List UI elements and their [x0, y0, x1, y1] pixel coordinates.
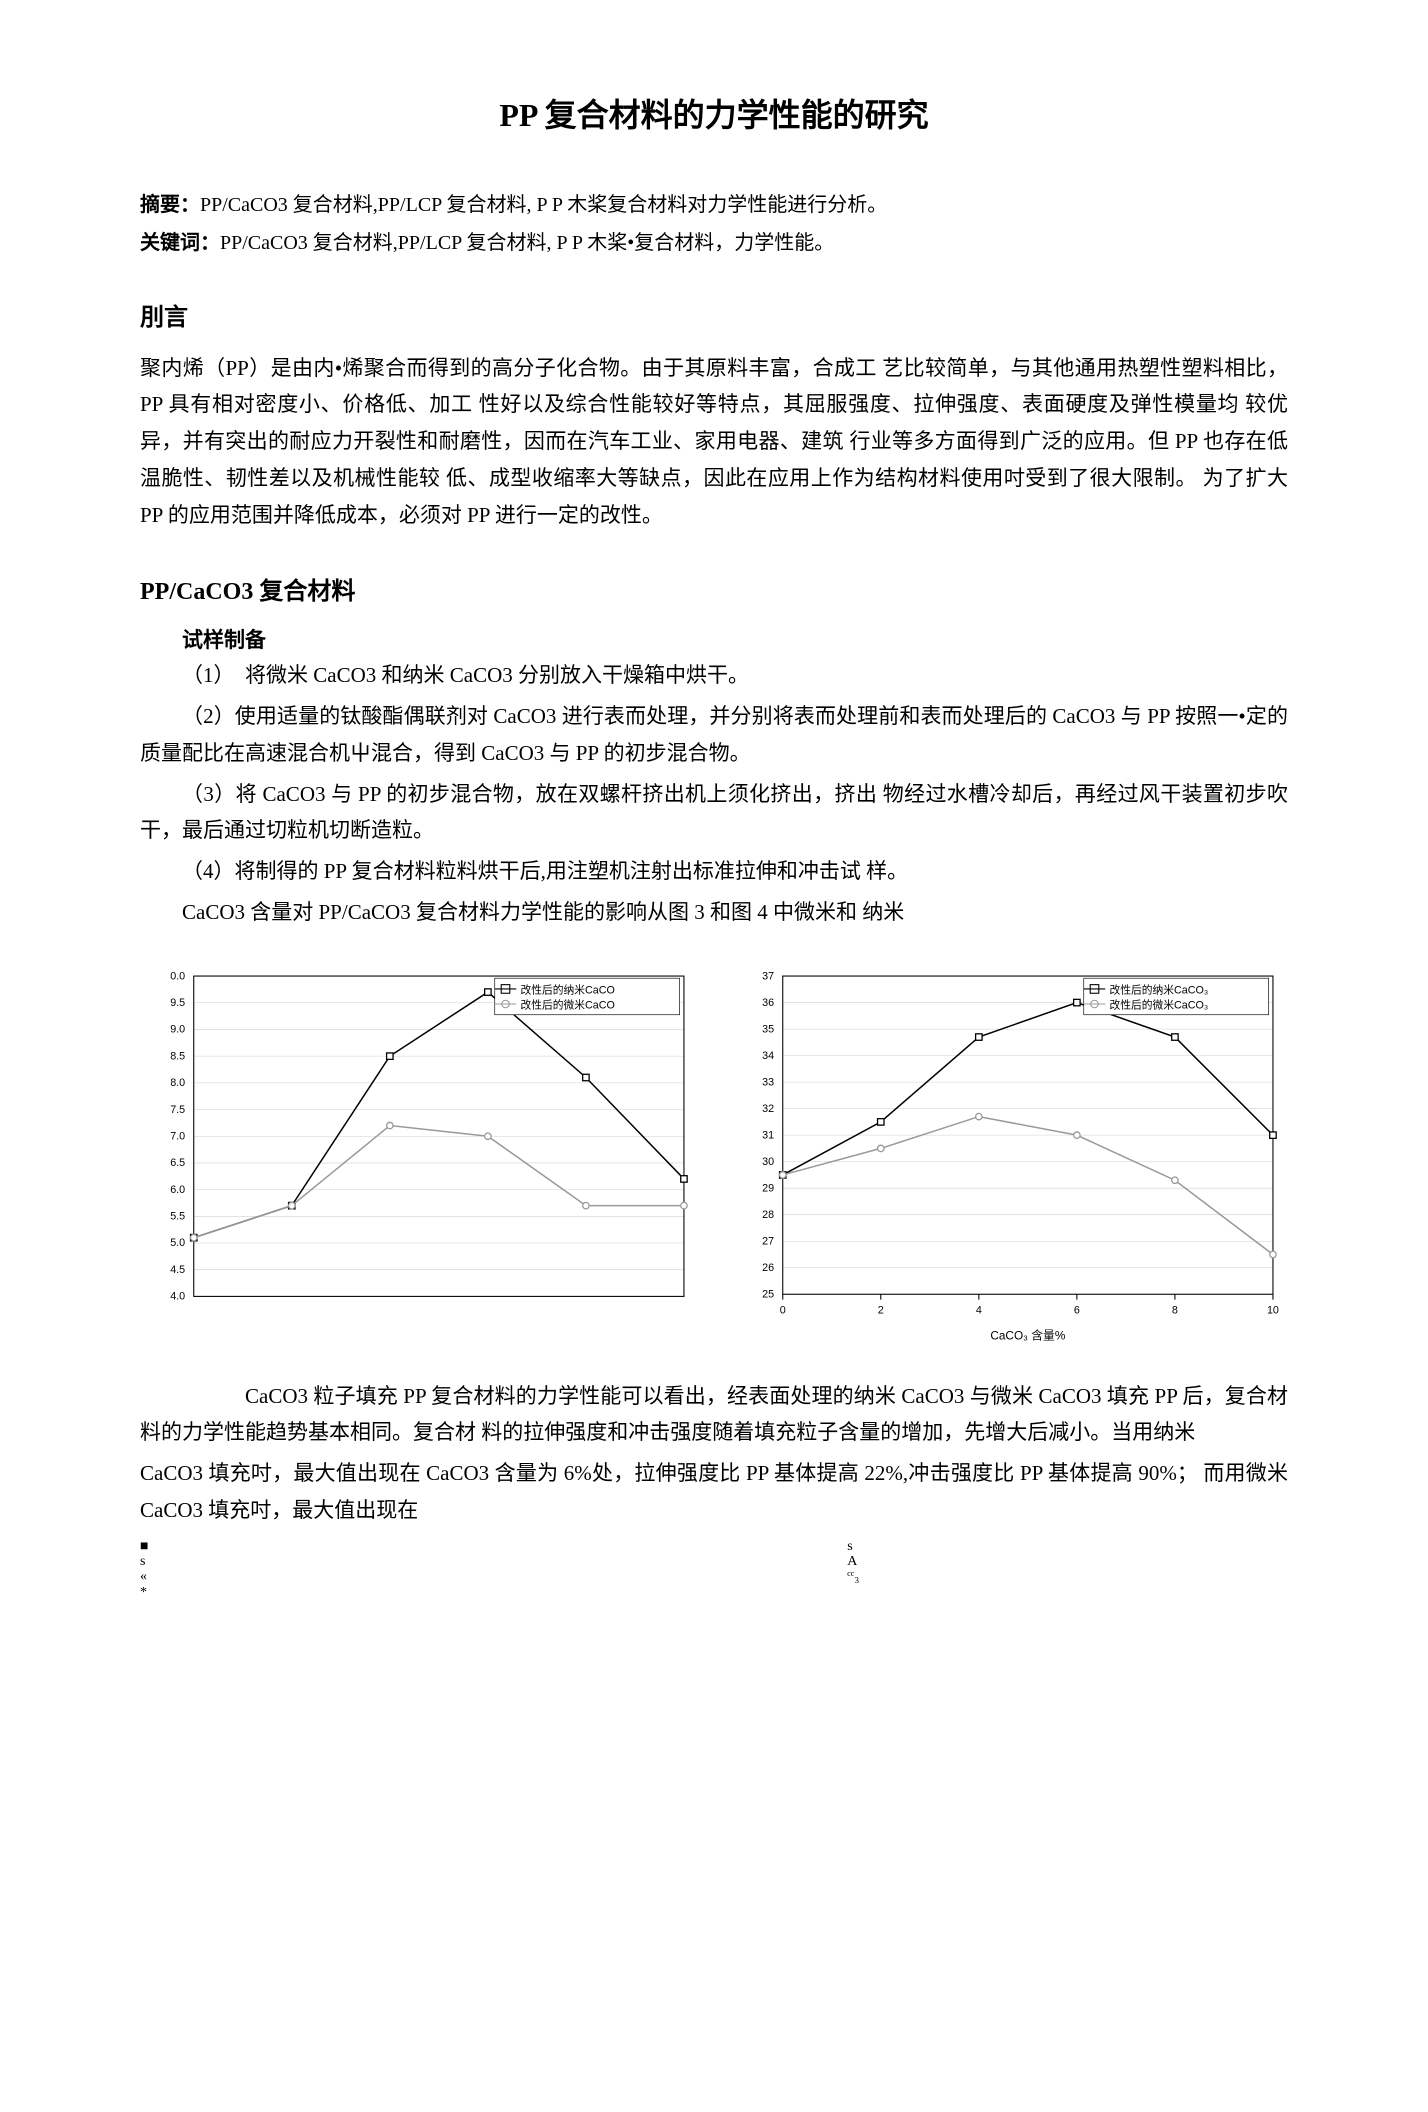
abstract-text: PP/CaCO3 复合材料,PP/LCP 复合材料, P P 木桨复合材料对力学… — [200, 194, 887, 216]
abstract-label: 摘要： — [140, 194, 200, 216]
svg-text:4.0: 4.0 — [170, 1290, 185, 1302]
svg-text:8: 8 — [1172, 1304, 1178, 1316]
foot-left: ■ s « * — [140, 1539, 148, 1601]
section-heading-foreword: 刖言 — [140, 299, 1288, 337]
svg-text:改性后的纳米CaCO₃: 改性后的纳米CaCO₃ — [1110, 983, 1209, 996]
svg-text:28: 28 — [762, 1208, 774, 1220]
svg-text:7.5: 7.5 — [170, 1103, 185, 1115]
step-2: （2）使用适量的钛酸酯偶联剂对 CaCO3 进行表而处理，并分别将表而处理前和表… — [140, 698, 1288, 772]
svg-text:26: 26 — [762, 1262, 774, 1274]
foot-center: s A ᶜᶜ₃ — [847, 1539, 859, 1601]
foreword-body: 聚内烯（PP）是由内•烯聚合而得到的高分子化合物。由于其原料丰富，合成工 艺比较… — [140, 350, 1288, 534]
svg-text:29: 29 — [762, 1182, 774, 1194]
step-3: （3）将 CaCO3 与 PP 的初步混合物，放在双螺杆挤出机上须化挤出，挤出 … — [140, 776, 1288, 850]
prep-heading: 试样制备 — [140, 624, 1288, 658]
svg-text:5.5: 5.5 — [170, 1210, 185, 1222]
step-1: （1） 将微米 CaCO3 和纳米 CaCO3 分别放入干燥箱中烘干。 — [140, 657, 1288, 694]
svg-text:36: 36 — [762, 996, 774, 1008]
svg-text:改性后的纳米CaCO: 改性后的纳米CaCO — [521, 983, 615, 996]
svg-text:8.0: 8.0 — [170, 1077, 185, 1089]
abstract-line: 摘要：PP/CaCO3 复合材料,PP/LCP 复合材料, P P 木桨复合材料… — [140, 189, 1288, 221]
svg-text:CaCO₃ 含量%: CaCO₃ 含量% — [990, 1328, 1066, 1342]
svg-text:9.0: 9.0 — [170, 1023, 185, 1035]
keyword-line: 关键词：PP/CaCO3 复合材料,PP/LCP 复合材料, P P 木桨•复合… — [140, 227, 1288, 259]
svg-text:10: 10 — [1267, 1304, 1279, 1316]
section-heading-ppcaco3: PP/CaCO3 复合材料 — [140, 573, 1288, 611]
svg-text:2: 2 — [878, 1304, 884, 1316]
svg-text:0: 0 — [780, 1304, 786, 1316]
svg-text:32: 32 — [762, 1102, 774, 1114]
svg-text:34: 34 — [762, 1049, 774, 1061]
step-4: （4）将制得的 PP 复合材料粒料烘干后,用注塑机注射出标准拉伸和冲击试 样。 — [140, 853, 1288, 890]
charts-row: 0.0 9.5 9.0 8.5 8.0 7.5 7.0 6.5 6.0 5.5 5.0 4.5 4.0 改… — [140, 961, 1288, 1348]
keyword-text: PP/CaCO3 复合材料,PP/LCP 复合材料, P P 木桨•复合材料，力… — [220, 232, 834, 254]
svg-text:6.0: 6.0 — [170, 1183, 185, 1195]
svg-text:4.5: 4.5 — [170, 1263, 185, 1275]
svg-text:37: 37 — [762, 970, 774, 982]
svg-text:6.5: 6.5 — [170, 1157, 185, 1169]
svg-text:35: 35 — [762, 1023, 774, 1035]
svg-text:改性后的微米CaCO₃: 改性后的微米CaCO₃ — [1110, 998, 1209, 1011]
page-title: PP 复合材料的力学性能的研究 — [140, 90, 1288, 141]
keyword-label: 关键词： — [140, 232, 220, 254]
after-charts-2: CaCO3 填充吋，最大值出现在 CaCO3 含量为 6%处，拉伸强度比 PP … — [140, 1455, 1288, 1529]
svg-text:8.5: 8.5 — [170, 1050, 185, 1062]
svg-text:6: 6 — [1074, 1304, 1080, 1316]
footer-glyphs: ■ s « * s A ᶜᶜ₃ — [140, 1539, 1288, 1601]
svg-text:30: 30 — [762, 1155, 774, 1167]
chart-left: 0.0 9.5 9.0 8.5 8.0 7.5 7.0 6.5 6.0 5.5 5.0 4.5 4.0 改… — [140, 961, 699, 1348]
svg-text:33: 33 — [762, 1076, 774, 1088]
svg-text:5.0: 5.0 — [170, 1237, 185, 1249]
svg-text:4: 4 — [976, 1304, 982, 1316]
svg-text:改性后的微米CaCO: 改性后的微米CaCO — [521, 998, 615, 1011]
after-charts-1: CaCO3 粒子填充 PP 复合材料的力学性能可以看出，经表面处理的纳米 CaC… — [140, 1378, 1288, 1452]
chart-right: 37 36 35 34 33 32 31 30 29 28 27 26 25 0 2 4 6 8 10 CaCO₃ 含… — [729, 961, 1288, 1348]
svg-text:31: 31 — [762, 1129, 774, 1141]
svg-text:0.0: 0.0 — [170, 970, 185, 982]
caco3-intro: CaCO3 含量对 PP/CaCO3 复合材料力学性能的影响从图 3 和图 4 … — [140, 894, 1288, 931]
svg-text:7.0: 7.0 — [170, 1130, 185, 1142]
svg-text:25: 25 — [762, 1288, 774, 1300]
svg-text:27: 27 — [762, 1235, 774, 1247]
svg-text:9.5: 9.5 — [170, 997, 185, 1009]
